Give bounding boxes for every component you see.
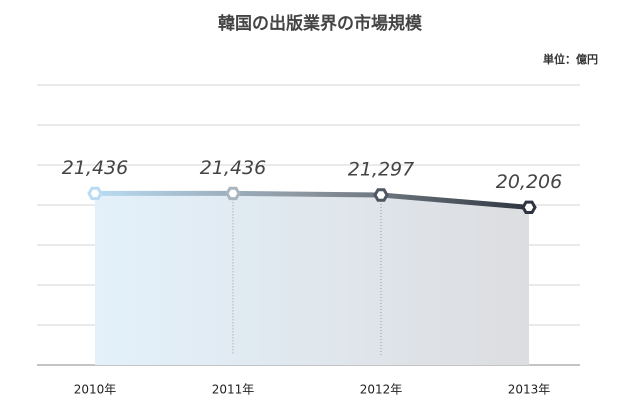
value-label: 21,436 xyxy=(200,157,266,179)
x-tick-label: 2011年 xyxy=(212,383,255,397)
marker xyxy=(225,186,241,201)
x-tick-label: 2013年 xyxy=(508,383,551,397)
x-tick-label: 2010年 xyxy=(74,383,117,397)
chart-title: 韓国の出版業界の市場規模 xyxy=(218,13,423,34)
area xyxy=(95,193,529,365)
value-label: 21,436 xyxy=(62,157,128,179)
x-tick-label: 2012年 xyxy=(360,383,403,397)
marker xyxy=(87,186,103,201)
marker xyxy=(373,188,389,202)
marker xyxy=(521,200,537,215)
line xyxy=(95,190,530,210)
value-label: 20,206 xyxy=(496,171,562,193)
value-label: 21,297 xyxy=(348,158,414,180)
unit-label: 単位：億円 xyxy=(543,52,598,66)
